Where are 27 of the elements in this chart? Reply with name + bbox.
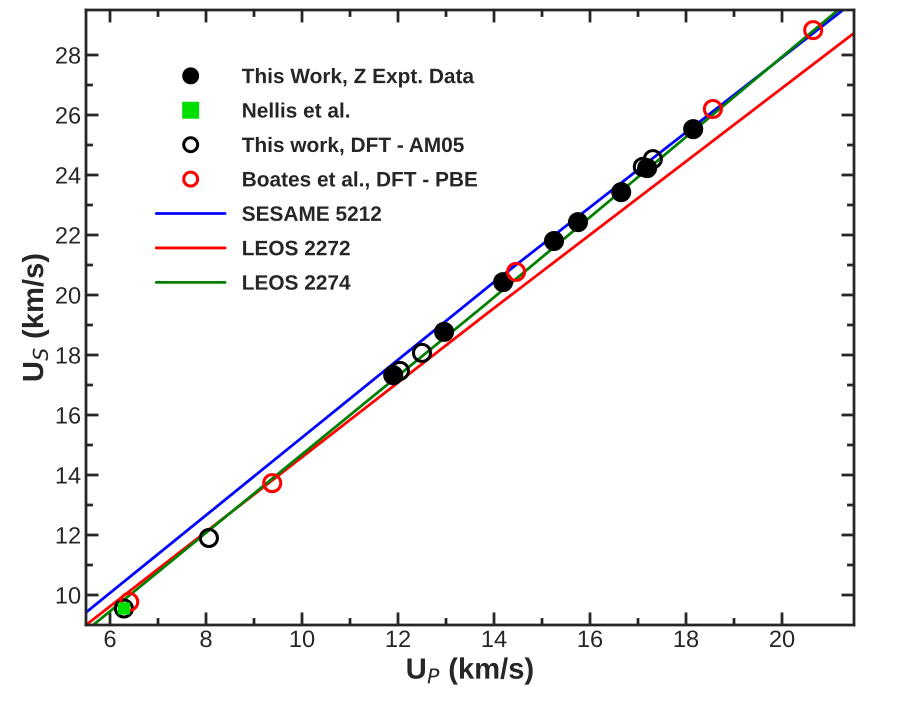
x-tick-label: 20 — [770, 630, 794, 648]
legend-label: This work, DFT - AM05 — [242, 136, 464, 156]
y-tick-label: 28 — [56, 47, 80, 64]
x-axis-title: U$_{P}$ (km/s) — [407, 657, 533, 685]
x-tick-label: 6 — [104, 630, 116, 648]
legend-label: Boates et al., DFT - PBE — [243, 171, 478, 190]
y-tick-label: 22 — [56, 227, 80, 244]
x-tick-label: 10 — [290, 630, 314, 648]
legend-label: This Work, Z Expt. Data — [242, 68, 474, 88]
y-tick-label: 12 — [56, 527, 80, 544]
y-tick-label: 18 — [56, 347, 80, 364]
legend-label: LEOS 2274 — [243, 275, 350, 290]
y-tick-label: 10 — [56, 587, 80, 604]
x-tick-label: 14 — [482, 630, 506, 647]
legend-label: LEOS 2272 — [243, 240, 350, 256]
y-tick-label: 26 — [56, 107, 80, 124]
y-tick-label: 14 — [56, 467, 80, 484]
y-tick-label: 24 — [56, 167, 80, 184]
legend-label: SESAME 5212 — [242, 206, 381, 222]
y-axis-title: U$_{S}$ (km/s) — [22, 254, 50, 380]
x-tick-label: 16 — [578, 630, 602, 648]
x-tick-label: 8 — [200, 630, 212, 648]
x-tick-label: 18 — [674, 630, 698, 648]
y-tick-label: 20 — [56, 287, 80, 304]
x-tick-label: 12 — [386, 630, 410, 647]
y-tick-label: 16 — [56, 407, 80, 424]
legend-label: Nellis et al. — [243, 102, 350, 118]
